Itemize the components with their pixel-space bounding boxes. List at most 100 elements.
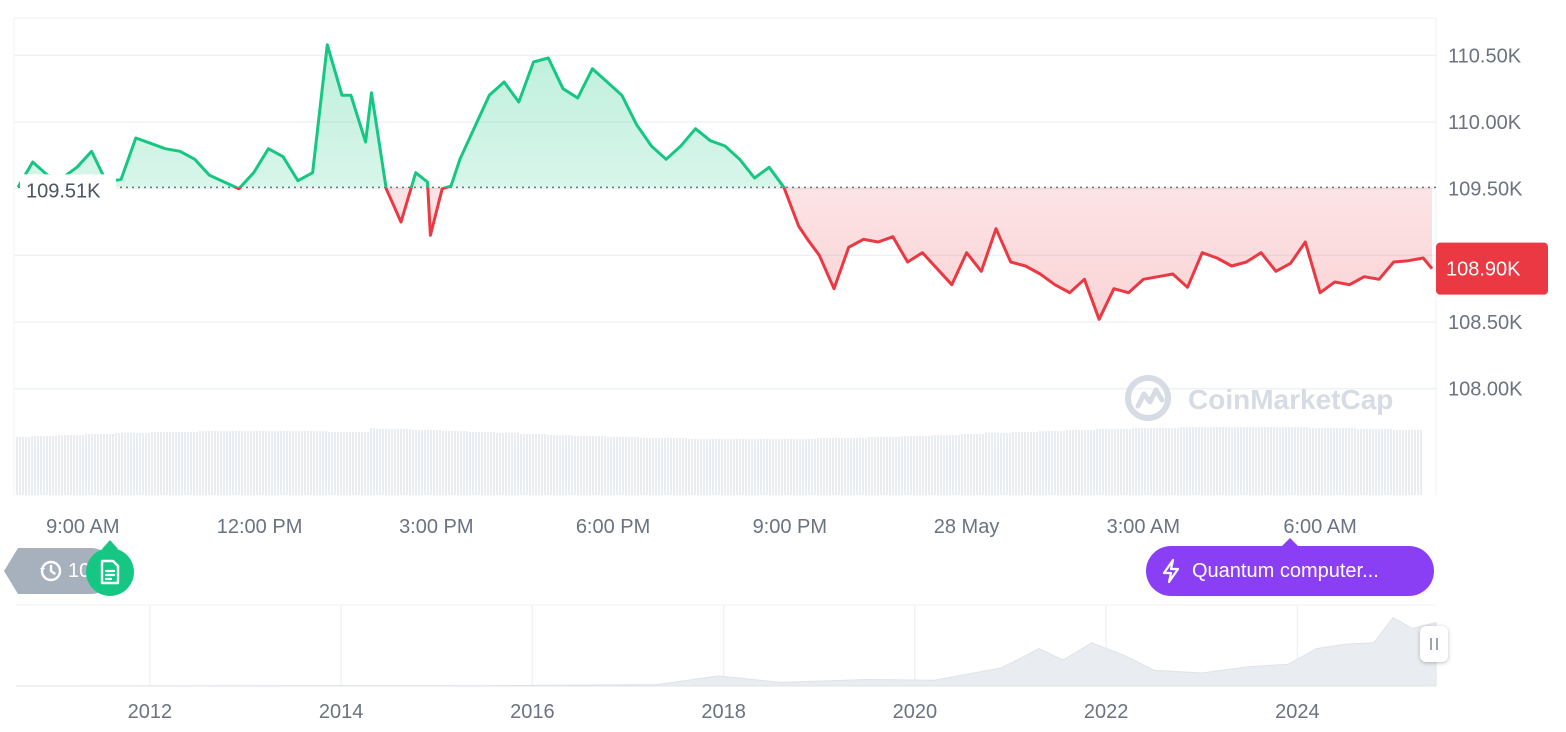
volume-bar	[547, 435, 549, 495]
volume-bar	[694, 439, 696, 495]
volume-bar	[304, 431, 306, 495]
volume-bar	[760, 439, 762, 495]
volume-bar	[292, 431, 294, 495]
volume-bar	[1360, 429, 1362, 495]
news-event-badge[interactable]: Quantum computer...	[1146, 546, 1434, 596]
volume-bar	[820, 438, 822, 495]
volume-bar	[1195, 427, 1197, 495]
navigator-history-area	[15, 616, 1437, 687]
volume-bar	[478, 432, 480, 495]
volume-bar	[379, 429, 381, 495]
navigator-range-handle[interactable]	[1420, 626, 1448, 662]
volume-bar	[43, 436, 45, 495]
volume-bar	[970, 434, 972, 495]
volume-bar	[1078, 430, 1080, 495]
volume-bar	[244, 431, 246, 495]
volume-bar	[463, 431, 465, 495]
volume-bar	[733, 439, 735, 495]
volume-bar	[427, 430, 429, 495]
volume-bar	[178, 432, 180, 495]
volume-bar	[877, 437, 879, 495]
volume-bar	[670, 438, 672, 495]
volume-bar	[187, 432, 189, 495]
volume-bar	[1009, 433, 1011, 495]
volume-bar	[253, 431, 255, 495]
volume-bar	[298, 431, 300, 495]
volume-bar	[739, 439, 741, 495]
volume-bar	[1231, 427, 1233, 495]
volume-bar	[709, 439, 711, 495]
volume-bar	[991, 433, 993, 495]
volume-bar	[223, 431, 225, 495]
volume-bar	[199, 431, 201, 495]
volume-bar	[679, 438, 681, 495]
volume-bar	[628, 437, 630, 495]
volume-bar	[37, 436, 39, 495]
volume-bar	[1270, 427, 1272, 495]
volume-bar	[661, 438, 663, 495]
volume-bar	[1114, 429, 1116, 495]
time-navigator[interactable]: 2012 2014 2016 2018 2020 2022 2024	[15, 604, 1437, 723]
y-tick-label: 108.50K	[1448, 312, 1523, 334]
volume-bar	[616, 437, 618, 495]
volume-bar	[634, 437, 636, 495]
volume-bar	[1291, 427, 1293, 495]
volume-bar	[124, 433, 126, 495]
news-document-button[interactable]	[86, 540, 134, 596]
volume-bar	[676, 438, 678, 495]
volume-bar	[277, 431, 279, 495]
x-tick-label: 9:00 AM	[46, 516, 119, 538]
volume-bar	[1135, 428, 1137, 495]
volume-bar	[1222, 427, 1224, 495]
volume-bar	[844, 438, 846, 495]
volume-bar	[685, 438, 687, 495]
volume-bar	[1225, 427, 1227, 495]
reference-label-bg	[20, 174, 116, 205]
volume-bar	[1240, 427, 1242, 495]
volume-bar	[982, 434, 984, 495]
volume-bar	[601, 436, 603, 495]
volume-bar	[490, 432, 492, 495]
volume-bar	[445, 431, 447, 495]
volume-bar	[736, 439, 738, 495]
news-marker-pointer	[1282, 538, 1298, 546]
navigator-year-label: 2014	[319, 701, 364, 723]
volume-bar	[1045, 431, 1047, 495]
volume-bar	[196, 432, 198, 495]
volume-bar	[1300, 427, 1302, 495]
volume-bar	[286, 431, 288, 495]
volume-bar	[247, 431, 249, 495]
volume-bar	[856, 438, 858, 495]
volume-bar	[49, 436, 51, 495]
volume-bar	[409, 429, 411, 495]
volume-bar	[724, 439, 726, 495]
volume-bar	[529, 434, 531, 495]
volume-bar	[715, 439, 717, 495]
volume-bar	[646, 438, 648, 495]
volume-bar	[802, 439, 804, 495]
volume-bar	[352, 432, 354, 495]
volume-bar	[559, 435, 561, 495]
volume-bar	[706, 439, 708, 495]
volume-bar	[643, 438, 645, 495]
volume-bar	[268, 431, 270, 495]
volume-bar	[826, 438, 828, 495]
volume-bar	[700, 439, 702, 495]
volume-bar	[301, 431, 303, 495]
volume-bar	[895, 437, 897, 495]
volume-bar	[952, 435, 954, 495]
volume-bar	[1219, 427, 1221, 495]
volume-bar	[625, 437, 627, 495]
volume-bar	[622, 437, 624, 495]
volume-bar	[418, 430, 420, 495]
volume-bar	[1123, 429, 1125, 495]
volume-bar	[664, 438, 666, 495]
volume-bar	[22, 437, 24, 495]
volume-bar	[271, 431, 273, 495]
volume-bar	[1048, 431, 1050, 495]
volume-bar	[727, 439, 729, 495]
volume-bar	[901, 436, 903, 495]
volume-bar	[1063, 431, 1065, 495]
navigator-year-ticks: 2012 2014 2016 2018 2020 2022 2024	[128, 701, 1320, 723]
